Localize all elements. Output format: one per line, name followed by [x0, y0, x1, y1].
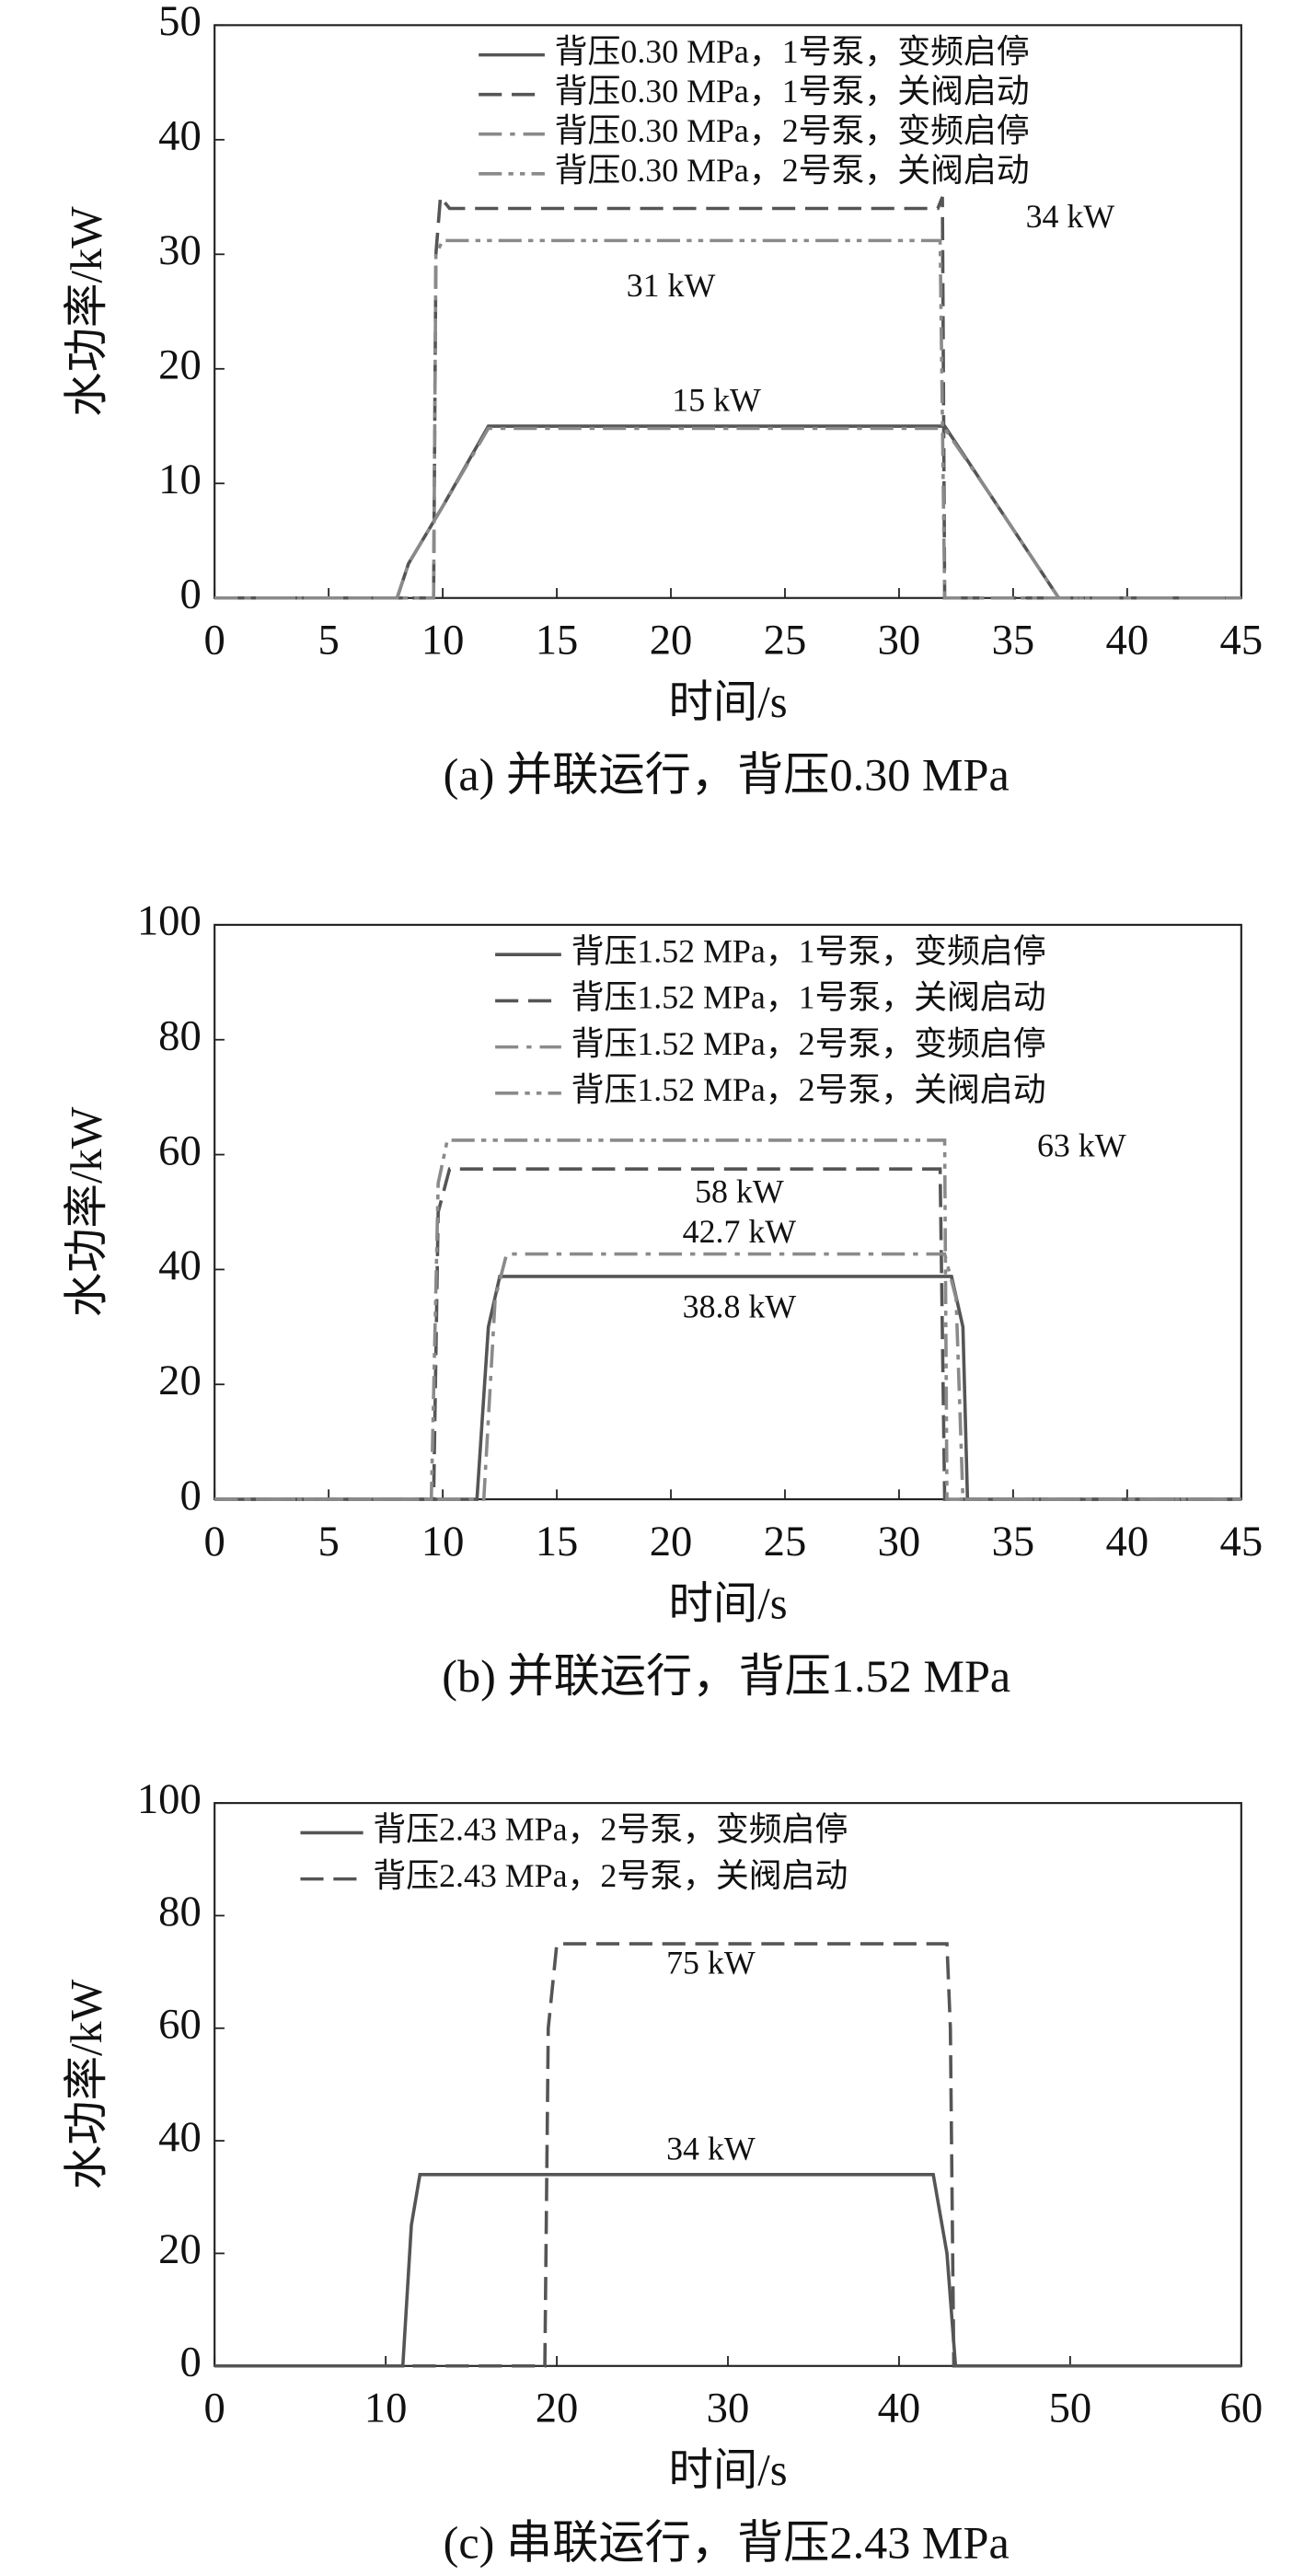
y-tick-label: 60: [158, 2000, 202, 2048]
annotation: 38.8 kW: [683, 1288, 797, 1324]
legend-label: 背压0.30 MPa，2号泵，关阀启动: [555, 152, 1030, 189]
x-tick-label: 60: [1220, 2385, 1264, 2432]
x-tick-label: 50: [1049, 2385, 1092, 2432]
y-tick-label: 100: [137, 897, 202, 945]
y-tick-label: 40: [158, 1242, 202, 1289]
series-line: [214, 1252, 1241, 1501]
legend-label: 背压1.52 MPa，1号泵，关阀启动: [571, 979, 1046, 1016]
annotation: 58 kW: [695, 1172, 784, 1209]
x-tick-label: 15: [536, 1518, 579, 1565]
x-tick-label: 0: [204, 2385, 225, 2432]
x-tick-label: 30: [707, 2385, 750, 2432]
series-line: [214, 1167, 1241, 1501]
x-tick-label: 25: [764, 1518, 807, 1565]
x-tick-label: 30: [878, 617, 921, 664]
plot-frame: [213, 24, 1242, 599]
y-axis-label: 水功率/kW: [63, 1106, 111, 1317]
plot-frame: [213, 923, 1242, 1501]
legend-label: 背压2.43 MPa，2号泵，关阀启动: [373, 1857, 848, 1894]
chart-panel: 0 20 40 60 80 100 0 5 10 15 20 25 30 35 40 45 时间/s 水功率/kW…: [63, 897, 1263, 1702]
y-tick-label: 80: [158, 1888, 202, 1935]
y-tick-label: 100: [137, 1775, 202, 1823]
y-tick-label: 20: [158, 341, 202, 388]
legend-label: 背压1.52 MPa，2号泵，关阀启动: [571, 1071, 1046, 1108]
x-axis-label: 时间/s: [668, 1580, 787, 1629]
x-tick-label: 0: [204, 1518, 225, 1565]
annotation: 15 kW: [672, 381, 761, 418]
y-tick-label: 50: [158, 0, 202, 45]
annotation: 34 kW: [1026, 198, 1115, 235]
y-tick-label: 40: [158, 2113, 202, 2161]
x-tick-label: 20: [650, 617, 693, 664]
series-line: [214, 424, 1241, 600]
y-tick-label: 60: [158, 1126, 202, 1174]
legend-label: 背压1.52 MPa，1号泵，变频启停: [571, 932, 1046, 969]
x-tick-label: 10: [421, 617, 465, 664]
y-tick-label: 40: [158, 112, 202, 160]
y-tick-label: 0: [180, 2338, 202, 2385]
y-tick-label: 30: [158, 226, 202, 274]
x-tick-label: 5: [317, 617, 339, 664]
y-tick-label: 20: [158, 1357, 202, 1404]
y-tick-label: 80: [158, 1011, 202, 1059]
x-tick-label: 20: [536, 2385, 579, 2432]
y-tick-label: 0: [180, 570, 202, 618]
x-tick-label: 25: [764, 617, 807, 664]
y-tick-label: 20: [158, 2225, 202, 2273]
series-line: [214, 238, 1241, 600]
x-tick-label: 45: [1220, 1518, 1264, 1565]
annotation: 75 kW: [666, 1945, 756, 1981]
y-axis-label: 水功率/kW: [63, 1979, 111, 2189]
y-axis-label: 水功率/kW: [63, 206, 111, 417]
x-axis-label: 时间/s: [668, 678, 787, 727]
annotation: 31 kW: [627, 267, 716, 304]
series-line: [214, 426, 1241, 600]
legend-label: 背压0.30 MPa，1号泵，变频启停: [555, 33, 1030, 70]
legend-label: 背压1.52 MPa，2号泵，变频启停: [571, 1025, 1046, 1062]
legend-label: 背压0.30 MPa，2号泵，变频启停: [555, 112, 1030, 149]
x-tick-label: 30: [878, 1518, 921, 1565]
x-tick-label: 20: [650, 1518, 693, 1565]
x-tick-label: 15: [536, 617, 579, 664]
series-line: [214, 2173, 1241, 2368]
annotation: 34 kW: [666, 2131, 756, 2167]
y-tick-label: 0: [180, 1472, 202, 1519]
x-tick-label: 35: [992, 1518, 1035, 1565]
caption: (c) 串联运行，背压2.43 MPa: [444, 2517, 1010, 2569]
annotation: 63 kW: [1037, 1127, 1126, 1164]
caption: (b) 并联运行，背压1.52 MPa: [442, 1650, 1010, 1702]
x-axis-label: 时间/s: [668, 2446, 787, 2495]
chart-panel: 0 20 40 60 80 100 0 10 20 30 40 50 60 时间/s 水功率/kW (c) 串…: [63, 1775, 1263, 2569]
x-tick-label: 0: [204, 617, 225, 664]
x-tick-label: 10: [364, 2385, 408, 2432]
x-tick-label: 40: [1106, 1518, 1149, 1565]
annotation: 42.7 kW: [683, 1213, 797, 1250]
x-tick-label: 40: [878, 2385, 921, 2432]
x-tick-label: 40: [1106, 617, 1149, 664]
x-tick-label: 45: [1220, 617, 1264, 664]
series-line: [214, 1275, 1241, 1501]
legend-label: 背压0.30 MPa，1号泵，关阀启动: [555, 73, 1030, 110]
x-tick-label: 5: [317, 1518, 339, 1565]
x-tick-label: 10: [421, 1518, 465, 1565]
caption: (a) 并联运行，背压0.30 MPa: [444, 749, 1010, 801]
legend-label: 背压2.43 MPa，2号泵，变频启停: [373, 1811, 848, 1848]
y-tick-label: 10: [158, 456, 202, 503]
x-tick-label: 35: [992, 617, 1035, 664]
series-line: [214, 1138, 1241, 1501]
chart-panel: 0 10 20 30 40 50 0 5 10 15 20 25 30 35 40 45 时间/s 水功率/kW (…: [63, 0, 1263, 801]
